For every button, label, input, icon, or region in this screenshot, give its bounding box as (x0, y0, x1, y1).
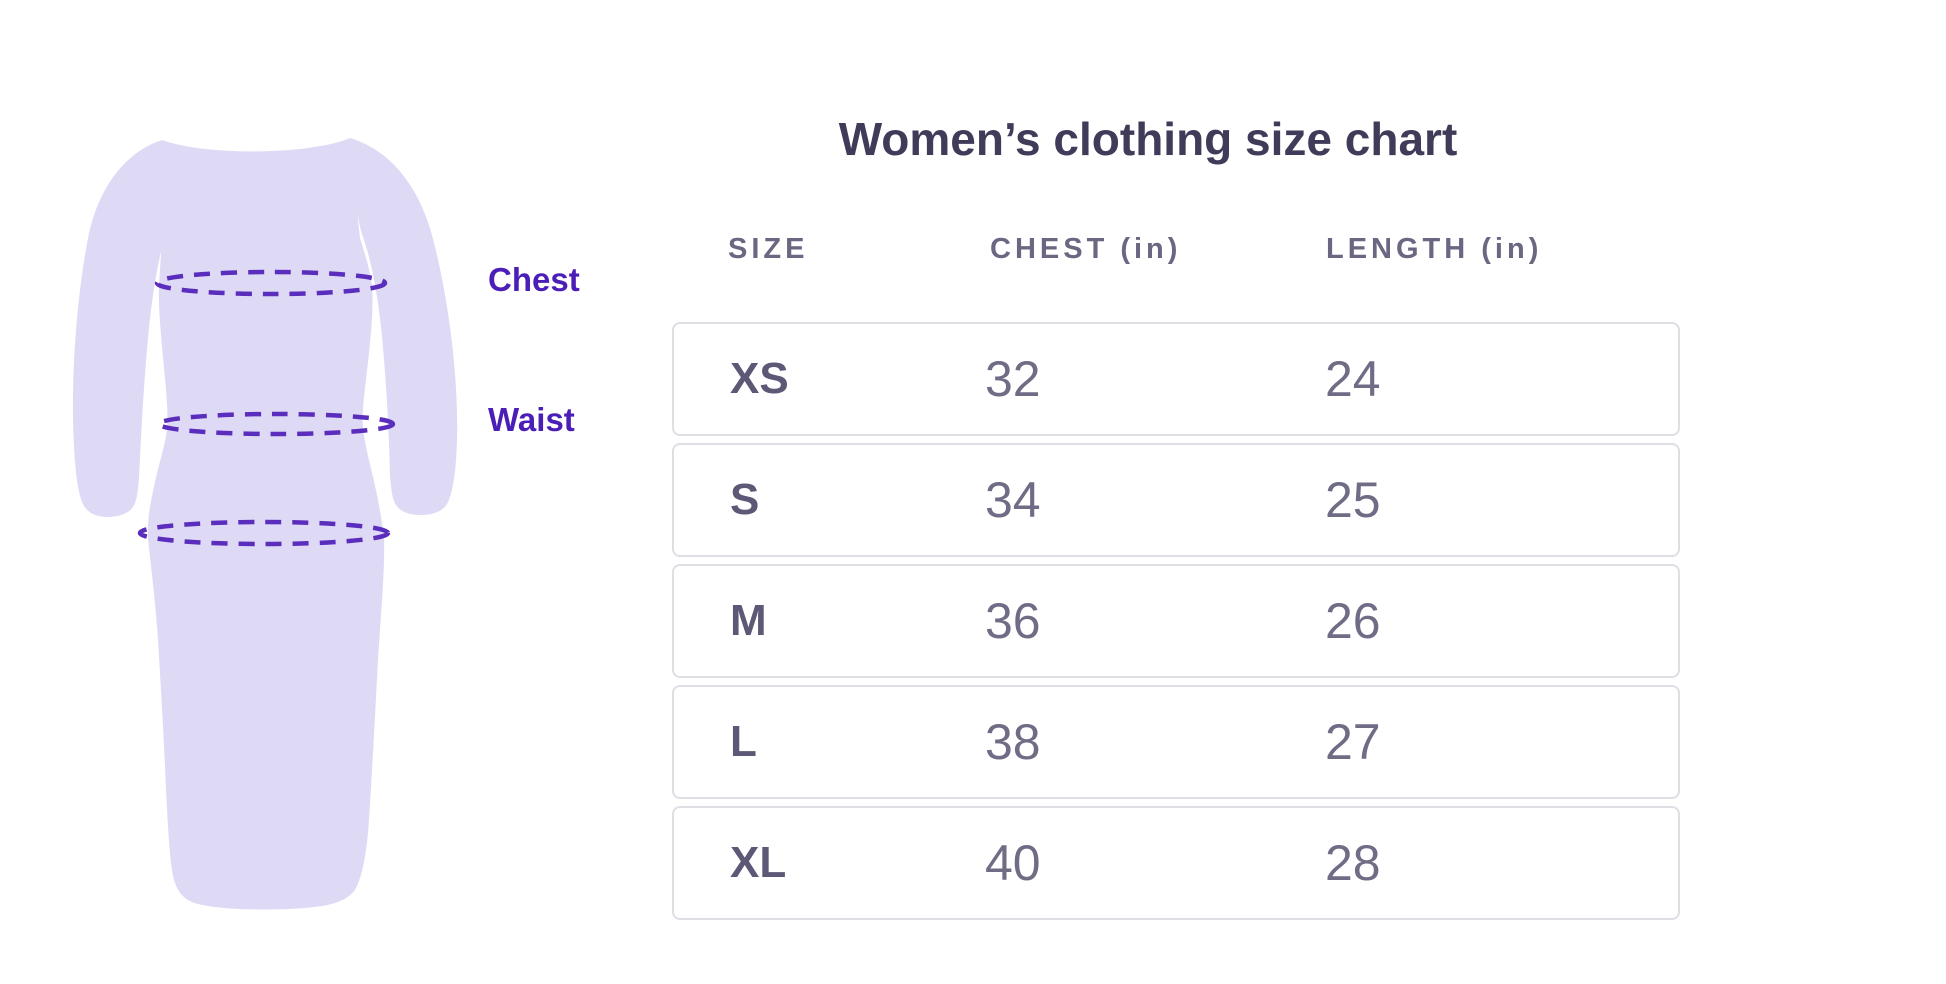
dress-right-sleeve (350, 138, 458, 515)
size-value: S (730, 475, 760, 524)
hip-measurement-ellipse (137, 519, 391, 547)
waist-label: Waist (488, 401, 575, 438)
size-value: L (730, 717, 757, 766)
length-value: 26 (1325, 593, 1381, 649)
length-value: 25 (1325, 472, 1381, 528)
chest-label: Chest (488, 261, 580, 298)
chest-value: 32 (985, 351, 1041, 407)
chest-value: 38 (985, 714, 1041, 770)
chest-value: 40 (985, 835, 1041, 891)
waist-measurement-ellipse (156, 411, 396, 437)
table-row-s: S 34 25 (672, 443, 1680, 557)
table-row-xs: XS 32 24 (672, 322, 1680, 436)
length-value: 27 (1325, 714, 1381, 770)
size-value: XL (730, 838, 787, 887)
column-header-size: SIZE (728, 233, 809, 265)
dress-illustration (72, 138, 458, 910)
column-header-length: LENGTH (in) (1326, 233, 1543, 265)
length-value: 28 (1325, 835, 1381, 891)
table-row-l: L 38 27 (672, 685, 1680, 799)
table-row-m: M 36 26 (672, 564, 1680, 678)
chest-value: 36 (985, 593, 1041, 649)
size-table: XS 32 24 S 34 25 M 36 26 L 38 27 XL 40 2… (672, 322, 1680, 927)
page-title: Women’s clothing size chart (838, 113, 1458, 165)
dress-left-sleeve (72, 140, 173, 517)
size-value: XS (730, 354, 789, 403)
chest-value: 34 (985, 472, 1041, 528)
column-header-chest: CHEST (in) (990, 233, 1182, 265)
table-row-xl: XL 40 28 (672, 806, 1680, 920)
length-value: 24 (1325, 351, 1381, 407)
size-value: M (730, 596, 767, 645)
chest-measurement-ellipse (154, 269, 388, 297)
